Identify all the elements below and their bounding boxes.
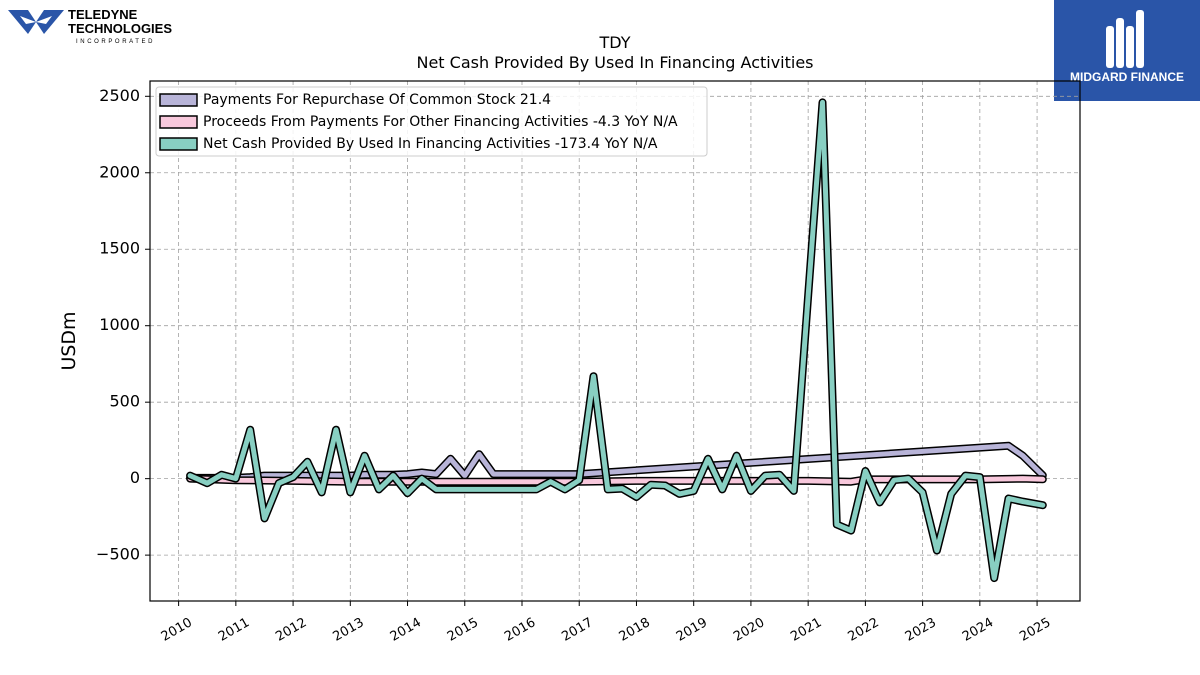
y-axis-ticks: 2500 2000 1500 1000 500 0 −500	[96, 86, 150, 564]
company-line3: INCORPORATED	[76, 39, 155, 45]
legend-label: Proceeds From Payments For Other Financi…	[203, 114, 678, 130]
series-line-2	[187, 99, 1046, 581]
teledyne-logo-mark: TELEDYNE TECHNOLOGIES INCORPORATED	[8, 7, 172, 45]
plot-frame	[149, 80, 1081, 602]
teledyne-logo: TELEDYNE TECHNOLOGIES INCORPORATED	[6, 6, 176, 46]
legend-box	[155, 86, 708, 157]
legend-swatch	[159, 93, 198, 107]
x-tick-label: 2012	[273, 615, 309, 645]
series-line-1	[187, 476, 1046, 485]
y-tick-label: 2000	[99, 162, 140, 181]
legend-label: Payments For Repurchase Of Common Stock …	[203, 92, 551, 108]
legend-swatch	[159, 137, 198, 151]
watermark-text: MIDGARD FINANCE	[1070, 70, 1184, 84]
x-tick-label: 2023	[903, 615, 939, 645]
y-axis-label: USDm	[58, 311, 80, 370]
x-tick-label: 2013	[330, 615, 366, 645]
x-tick-label: 2010	[159, 615, 195, 645]
x-tick-label: 2024	[960, 615, 996, 645]
y-tick-label: 500	[109, 392, 140, 411]
legend-label: Net Cash Provided By Used In Financing A…	[203, 136, 658, 152]
x-tick-label: 2025	[1017, 615, 1053, 645]
y-tick-label: 1000	[99, 315, 140, 334]
chart-subtitle: Net Cash Provided By Used In Financing A…	[416, 53, 813, 72]
midgard-watermark: MIDGARD FINANCE	[1054, 0, 1200, 101]
chart-title: TDY	[599, 33, 631, 52]
x-tick-label: 2015	[445, 615, 481, 645]
midgard-logo: MIDGARD FINANCE	[1070, 10, 1184, 84]
legend: Payments For Repurchase Of Common Stock …	[155, 86, 708, 157]
x-axis-ticks: 2010 2011 2012 2013 2014 2015 2016 2017 2018 2019…	[159, 601, 1053, 645]
series-outline-2	[186, 98, 1047, 583]
x-tick-label: 2011	[216, 615, 252, 645]
x-tick-label: 2021	[788, 615, 824, 645]
series-lines	[186, 98, 1047, 583]
x-tick-label: 2016	[502, 615, 538, 645]
x-tick-label: 2022	[846, 615, 882, 645]
x-tick-label: 2018	[617, 615, 653, 645]
y-tick-label: 0	[130, 468, 140, 487]
y-tick-label: 1500	[99, 239, 140, 258]
y-tick-label: −500	[96, 545, 140, 564]
x-tick-label: 2014	[388, 615, 424, 645]
y-tick-label: 2500	[99, 86, 140, 105]
x-tick-label: 2017	[559, 615, 595, 645]
x-tick-label: 2020	[731, 615, 767, 645]
company-line1: TELEDYNE	[68, 7, 138, 22]
legend-swatch	[159, 115, 198, 129]
x-tick-label: 2019	[674, 615, 710, 645]
company-line2: TECHNOLOGIES	[68, 21, 172, 36]
